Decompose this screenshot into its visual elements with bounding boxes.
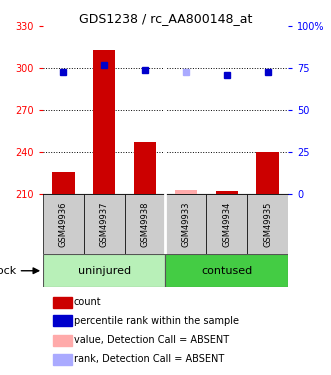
Text: GSM49933: GSM49933 — [181, 201, 190, 247]
Bar — [256, 152, 279, 194]
Text: uninjured: uninjured — [78, 266, 131, 276]
Title: GDS1238 / rc_AA800148_at: GDS1238 / rc_AA800148_at — [79, 12, 252, 25]
Text: contused: contused — [201, 266, 252, 276]
Text: GSM49938: GSM49938 — [141, 201, 150, 247]
Bar — [175, 190, 197, 194]
Bar — [247, 194, 288, 254]
Text: count: count — [73, 297, 101, 307]
Bar — [125, 194, 166, 254]
Bar — [206, 194, 247, 254]
Bar — [134, 142, 156, 194]
Text: GSM49936: GSM49936 — [59, 201, 68, 247]
Bar — [43, 194, 84, 254]
Text: value, Detection Call = ABSENT: value, Detection Call = ABSENT — [73, 335, 229, 345]
Text: shock: shock — [0, 266, 17, 276]
Bar — [53, 297, 72, 308]
Text: GSM49934: GSM49934 — [222, 201, 231, 247]
Bar — [166, 254, 288, 287]
Text: GSM49935: GSM49935 — [263, 201, 272, 247]
Bar — [84, 194, 125, 254]
Bar — [52, 172, 75, 194]
Text: GSM49937: GSM49937 — [100, 201, 109, 247]
Bar — [53, 354, 72, 365]
Bar — [53, 315, 72, 326]
Text: percentile rank within the sample: percentile rank within the sample — [73, 316, 239, 326]
Bar — [43, 254, 166, 287]
Bar — [53, 335, 72, 346]
Bar — [93, 50, 116, 194]
Bar — [166, 194, 206, 254]
Text: rank, Detection Call = ABSENT: rank, Detection Call = ABSENT — [73, 354, 224, 364]
Bar — [215, 192, 238, 194]
